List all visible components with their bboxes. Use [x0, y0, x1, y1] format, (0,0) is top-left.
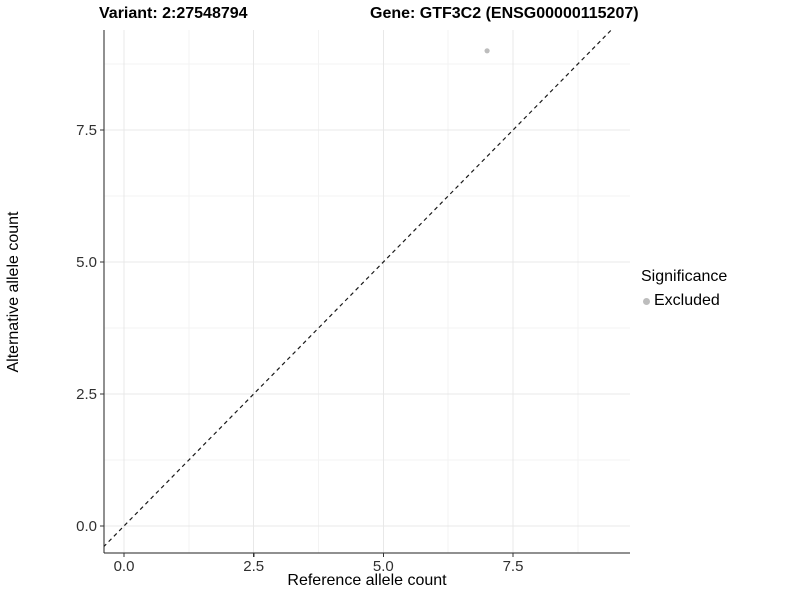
plot-title-gene: Gene: GTF3C2 (ENSG00000115207)	[370, 5, 639, 22]
y-axis-title: Alternative allele count	[5, 211, 22, 373]
x-tick-label: 5.0	[373, 558, 394, 575]
tick-marks	[100, 129, 514, 557]
y-tick-label: 0.0	[76, 518, 97, 535]
x-tick-label: 7.5	[503, 558, 524, 575]
y-tick-label: 2.5	[76, 386, 97, 403]
axis-lines	[103, 30, 630, 554]
y-tick-label: 7.5	[76, 122, 97, 139]
legend-item-label: Excluded	[654, 292, 720, 309]
grid-minor	[104, 30, 630, 553]
legend-item-excluded: Excluded	[643, 292, 727, 310]
x-tick-label: 0.0	[114, 558, 135, 575]
plot-title-variant: Variant: 2:27548794	[99, 5, 248, 22]
data-point	[484, 48, 490, 54]
legend: Significance Excluded	[641, 268, 727, 310]
x-axis-title: Reference allele count	[287, 572, 447, 589]
grid-major	[104, 30, 630, 553]
y-tick-label: 5.0	[76, 254, 97, 271]
x-tick-label: 2.5	[243, 558, 264, 575]
legend-point-icon	[643, 297, 650, 305]
legend-title: Significance	[641, 268, 728, 285]
identity-line	[104, 30, 613, 548]
